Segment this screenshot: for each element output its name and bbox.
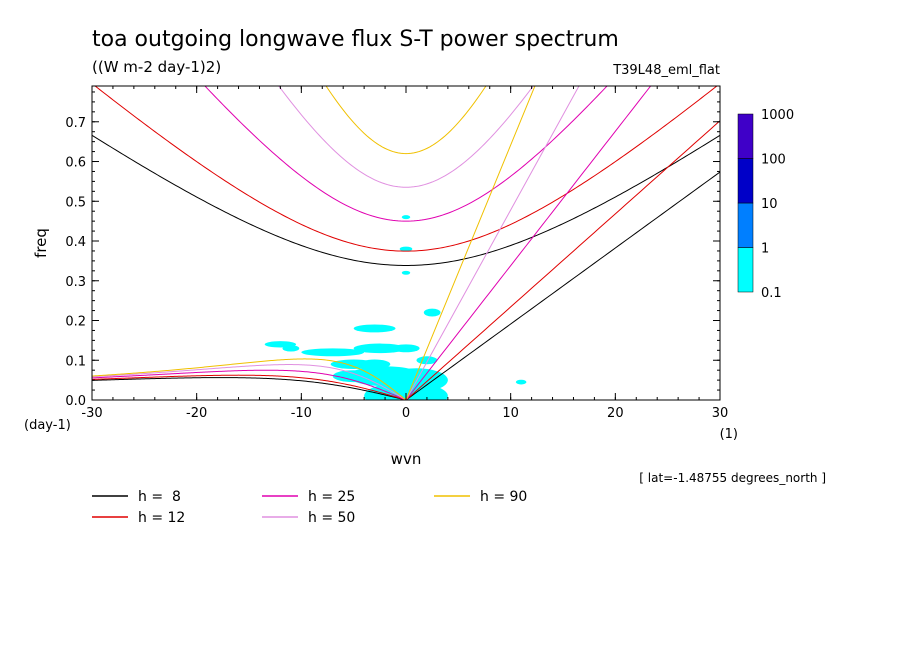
colorbar-label: 0.1 [761,286,782,301]
y-tick-label: 0.5 [65,195,86,210]
spectrum-blob [332,370,375,383]
spectrum-blob [401,215,411,220]
chart-units: ((W m-2 day-1)2) [92,58,221,76]
kelvin-curve [405,86,652,400]
plot-frame [91,85,721,401]
colorbar-label: 10 [761,197,778,212]
colorbar-segment [737,158,754,204]
x-tick-label: 20 [607,406,624,421]
y-tick-label: 0.2 [65,315,86,330]
x-tick-label: 10 [502,406,519,421]
kelvin-curve [405,86,580,400]
x-tick-label: -30 [81,406,102,421]
legend-label: h = 25 [308,489,355,505]
rossby-curve [92,374,407,400]
inertia-gravity-curve [94,86,718,252]
spectrum-blob [401,270,411,275]
legend-label: h = 90 [480,489,527,505]
colorbar-label: 1 [761,242,769,257]
x-tick-label: 30 [712,406,729,421]
inertia-gravity-curve [92,134,720,266]
rossby-curve [92,358,407,400]
colorbar: 0.1 1 10 100 1000 [737,108,794,301]
spectrum-blob [515,379,527,385]
latitude-annotation: [ lat=-1.48755 degrees_north ] [639,471,826,485]
y-tick-label: 0.4 [65,235,86,250]
y-tick-label: 0.7 [65,116,86,131]
y-tick-label: 0.3 [65,275,86,290]
x-unit-label: (1) [720,427,738,442]
colorbar-segment [737,247,754,293]
colorbar-segment [737,202,754,248]
inertia-gravity-curve [325,86,487,155]
spectrum-blob [301,348,365,357]
kelvin-curve [405,86,536,400]
legend: h = 8 h = 12 h = 25 h = 50 h = 90 [92,489,527,526]
x-tick-label: 0 [402,406,410,421]
rossby-curve [92,364,407,400]
dispersion-curves [92,86,720,400]
spectrum-blob [358,359,391,369]
colorbar-segment [737,113,754,159]
spectrum-blob [353,343,407,354]
y-tick-label: 0.0 [65,394,86,409]
spectrum-shading [264,215,527,400]
rossby-curve [92,369,407,400]
legend-label: h = 8 [138,489,181,505]
x-tick-label: -20 [186,406,207,421]
legend-label: h = 50 [308,510,355,526]
kelvin-curve [405,120,720,400]
spectrum-blob [348,366,422,387]
axis-ticks: -30 -20 -10 0 10 20 30 0.0 0.1 0.2 0.3 0.4 0.5 0.6 0.7 [65,86,728,421]
x-axis-label: wvn [391,450,422,468]
y-tick-label: 0.6 [65,156,86,171]
inertia-gravity-curve [204,86,608,222]
spectrum-blob [423,308,441,317]
inertia-gravity-curve [278,86,534,188]
run-label: T39L48_eml_flat [612,63,720,78]
y-tick-label: 0.1 [65,354,86,369]
legend-label: h = 12 [138,510,185,526]
rossby-curve [92,377,407,400]
x-tick-label: -10 [291,406,312,421]
colorbar-label: 100 [761,153,786,168]
spectrum-blob [282,345,300,352]
colorbar-label: 1000 [761,108,794,123]
spectrum-blob [399,246,413,252]
spectrum-blob [353,324,396,333]
spectrum-blob [392,344,420,353]
y-axis-label: freq [32,228,50,258]
chart-title: toa outgoing longwave flux S-T power spe… [92,27,619,52]
kelvin-curve [405,171,720,400]
y-unit-label: (day-1) [24,418,71,433]
